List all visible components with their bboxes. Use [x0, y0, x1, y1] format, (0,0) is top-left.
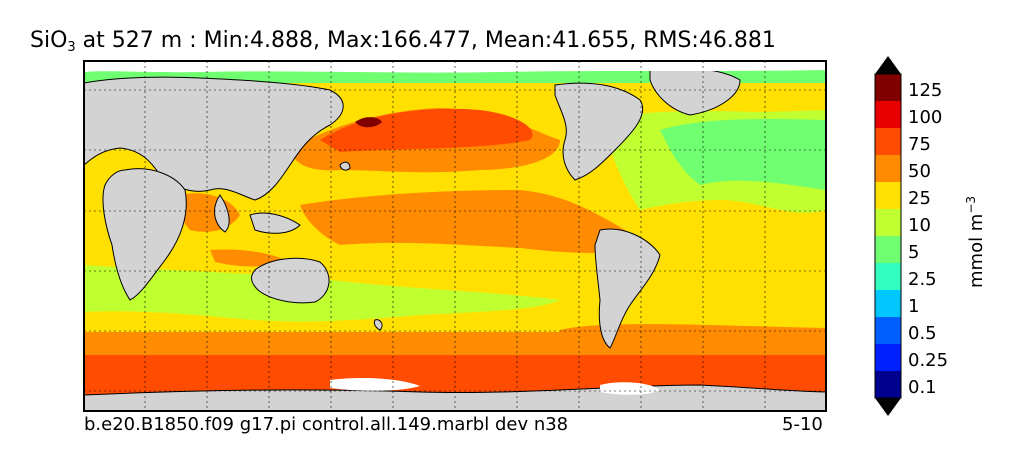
- okhotsk-field-125: [355, 117, 382, 128]
- colorbar-segments: [874, 56, 902, 416]
- maritime-continent-land: [249, 212, 301, 234]
- title-stats: at 527 m : Min:4.888, Max:166.477, Mean:…: [75, 28, 776, 53]
- colorbar-tick-label: 1: [908, 296, 919, 317]
- colorbar-tick-label: 0.1: [908, 377, 937, 398]
- map-fields: [84, 61, 826, 411]
- colorbar-segment: [875, 209, 901, 236]
- colorbar-over-arrow: [875, 56, 901, 74]
- colorbar-segment: [875, 317, 901, 344]
- unit-base: mmol m: [966, 213, 987, 288]
- colorbar-tick-label: 50: [908, 161, 931, 182]
- colorbar-segment: [875, 74, 901, 101]
- missing-weddell: [600, 382, 660, 395]
- colorbar-tick-label: 125: [908, 80, 942, 101]
- colorbar-segment: [875, 236, 901, 263]
- colorbar-segment: [875, 263, 901, 290]
- colorbar-unit-label: mmol m−3: [964, 196, 987, 288]
- colorbar-segment: [875, 290, 901, 317]
- map-frame: [83, 60, 827, 412]
- colorbar-segment: [875, 128, 901, 155]
- new-zealand-land: [373, 319, 383, 331]
- colorbar-tick-label: 0.25: [908, 350, 948, 371]
- colorbar-tick-label: 75: [908, 134, 931, 155]
- colorbar-tick-label: 2.5: [908, 269, 937, 290]
- colorbar-frame: [874, 73, 902, 399]
- colorbar-ticks: 0.1 0.25 0.5 1 2.5 5 10 25 50 75 100 125: [908, 80, 948, 398]
- land-masses: [84, 67, 826, 411]
- title-subscript: 3: [67, 40, 76, 55]
- colorbar-under-arrow: [875, 398, 901, 416]
- africa-land: [102, 168, 187, 301]
- india-land: [214, 194, 230, 233]
- period-label: 5-10: [782, 414, 823, 435]
- north-america-land: [554, 82, 644, 181]
- graticule: [84, 61, 826, 411]
- colorbar-segment: [875, 344, 901, 371]
- south-atlantic-field-50-75: [560, 324, 826, 345]
- colorbar-tick-label: 5: [908, 242, 919, 263]
- case-name: b.e20.B1850.f09 g17.pi control.all.149.m…: [84, 414, 569, 435]
- colorbar-tick-label: 0.5: [908, 323, 937, 344]
- colorbar-segment: [875, 101, 901, 128]
- australia-land: [251, 257, 330, 304]
- missing-ross: [330, 378, 420, 391]
- colorbar-segment: [875, 182, 901, 209]
- colorbar-tick-label: 25: [908, 188, 931, 209]
- title-variable: SiO: [30, 28, 68, 53]
- unit-exponent: −3: [964, 195, 978, 214]
- colorbar-segment: [875, 371, 901, 398]
- equatorial-pacific-field-50-75: [300, 190, 650, 253]
- plot-title: SiO3 at 527 m : Min:4.888, Max:166.477, …: [30, 28, 776, 55]
- colorbar-segment: [875, 155, 901, 182]
- colorbar-tick-label: 10: [908, 215, 931, 236]
- south-america-land: [594, 228, 661, 349]
- japan-land: [339, 161, 351, 171]
- colorbar-tick-label: 100: [908, 107, 942, 128]
- north-atlantic-field-5-10: [660, 119, 826, 190]
